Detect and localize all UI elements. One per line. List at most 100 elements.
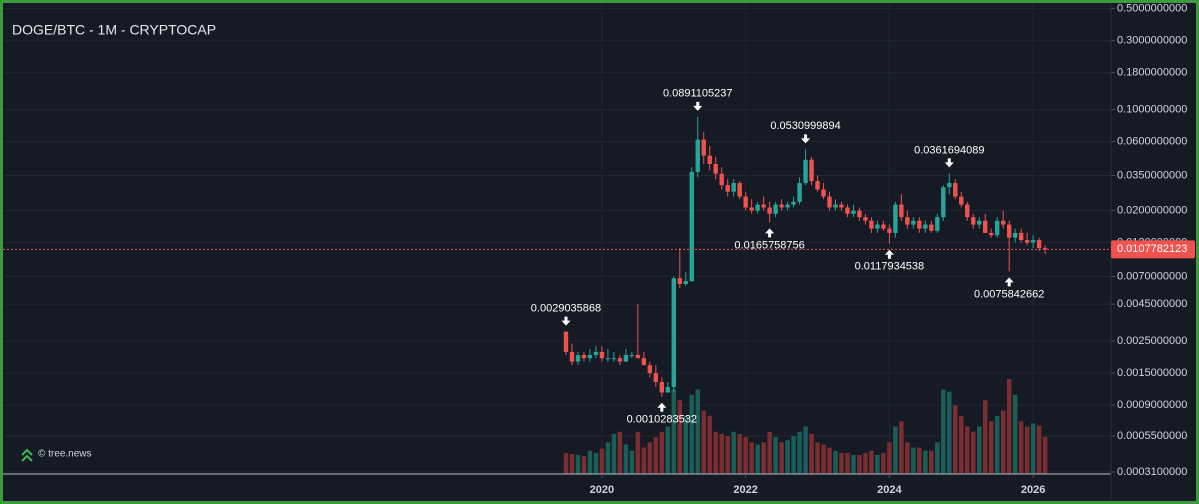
volume-bar [569,453,575,474]
volume-bar [689,394,695,474]
candle-body [797,183,802,202]
annotation-arrow [801,134,811,144]
y-tick-label: 0.0015000000 [1117,367,1187,379]
candle-body [881,224,886,229]
candle-body [917,220,922,229]
volume-bar [887,442,892,474]
x-tick-label: 2026 [1021,484,1045,496]
candle-body [893,204,898,233]
y-tick-label: 0.0025000000 [1117,335,1187,347]
candle-body [977,220,982,225]
volume-bar [965,426,970,474]
candle-body [725,185,730,192]
volume-bar [575,455,581,474]
volume-bar [1024,426,1030,474]
annotation-arrow [561,316,571,326]
volume-bar [833,450,838,474]
candle-body [569,351,575,362]
volume-bar [731,431,736,474]
volume-bar [881,452,886,474]
candle-body [1024,240,1030,243]
candle-body [617,358,623,362]
annotation-arrow [765,228,775,238]
candle-body [815,181,820,190]
volume-bar [971,431,976,474]
volume-bar [677,400,683,474]
volume-bar [779,442,784,474]
candle-body [1030,240,1036,243]
candle-body [563,331,569,352]
candle-body [911,220,916,225]
volume-bar [851,455,856,474]
candle-body [983,220,988,233]
volume-bar [809,433,814,474]
volume-bar [605,442,611,474]
candle-body [623,354,629,362]
annotation-label: 0.0361694089 [914,144,984,156]
volume-bar [994,415,1000,474]
volume-bar [737,433,742,474]
volume-bar [641,447,647,474]
grid [3,3,1111,474]
candle-body [653,373,659,383]
x-tick-label: 2020 [590,484,614,496]
annotation-arrow [944,158,954,168]
volume-bar [929,450,934,474]
volume-bar [959,415,964,474]
candle-body [593,351,599,355]
candle-body [995,220,1000,236]
y-tick-label: 0.0005500000 [1117,430,1187,442]
volume-bar [701,410,706,474]
candle-body [719,173,724,186]
candle-body [887,228,892,233]
y-tick-label: 0.3000000000 [1117,35,1187,47]
candle-body [899,204,904,218]
annotation-arrow [884,249,894,259]
y-tick-label: 0.5000000000 [1117,3,1187,15]
volume-bar [947,391,952,474]
y-tick-label: 0.0200000000 [1117,204,1187,216]
volume-bar [803,426,808,474]
volume-bar [863,452,868,474]
candle-body [1000,220,1006,225]
y-tick-label: 0.0045000000 [1117,298,1187,310]
volume-bar [935,442,940,474]
volume-bar [581,456,587,474]
candle-body [809,159,814,182]
candle-body [635,354,641,359]
candle-body [989,232,994,236]
annotations: 0.0029035868 0.0010283532 0.0891105237 0.01… [531,88,1045,426]
volume-bar [725,436,730,474]
volume-bar [587,450,593,474]
volume-bar [1036,425,1042,474]
candle-body [695,139,700,172]
volume-bar [1006,379,1012,474]
volume-bar [875,455,880,474]
volume-bar [953,405,958,474]
volume-bar [785,440,790,474]
candle-body [923,224,928,229]
volume-bar [761,442,766,474]
candle-body [941,187,946,218]
volume-bar [593,452,599,474]
volume-bar [653,437,659,474]
candle-body [713,164,718,174]
candle-body [959,196,964,205]
candle-body [629,354,635,356]
annotation-arrow [693,101,703,111]
candle-body [599,351,605,359]
candle-body [971,217,976,225]
y-tick-label: 0.1800000000 [1117,67,1187,79]
volume-bar [659,431,665,474]
candle-body [665,387,670,393]
y-tick-label: 0.0070000000 [1117,270,1187,282]
volume-bar [982,400,988,474]
volume-bar [707,415,712,474]
volume-bar [869,450,874,474]
candle-body [737,183,742,197]
annotation-label: 0.0530999894 [770,120,840,132]
volume-bar [911,447,916,474]
candle-body [581,354,587,359]
volume-bar [665,426,671,474]
